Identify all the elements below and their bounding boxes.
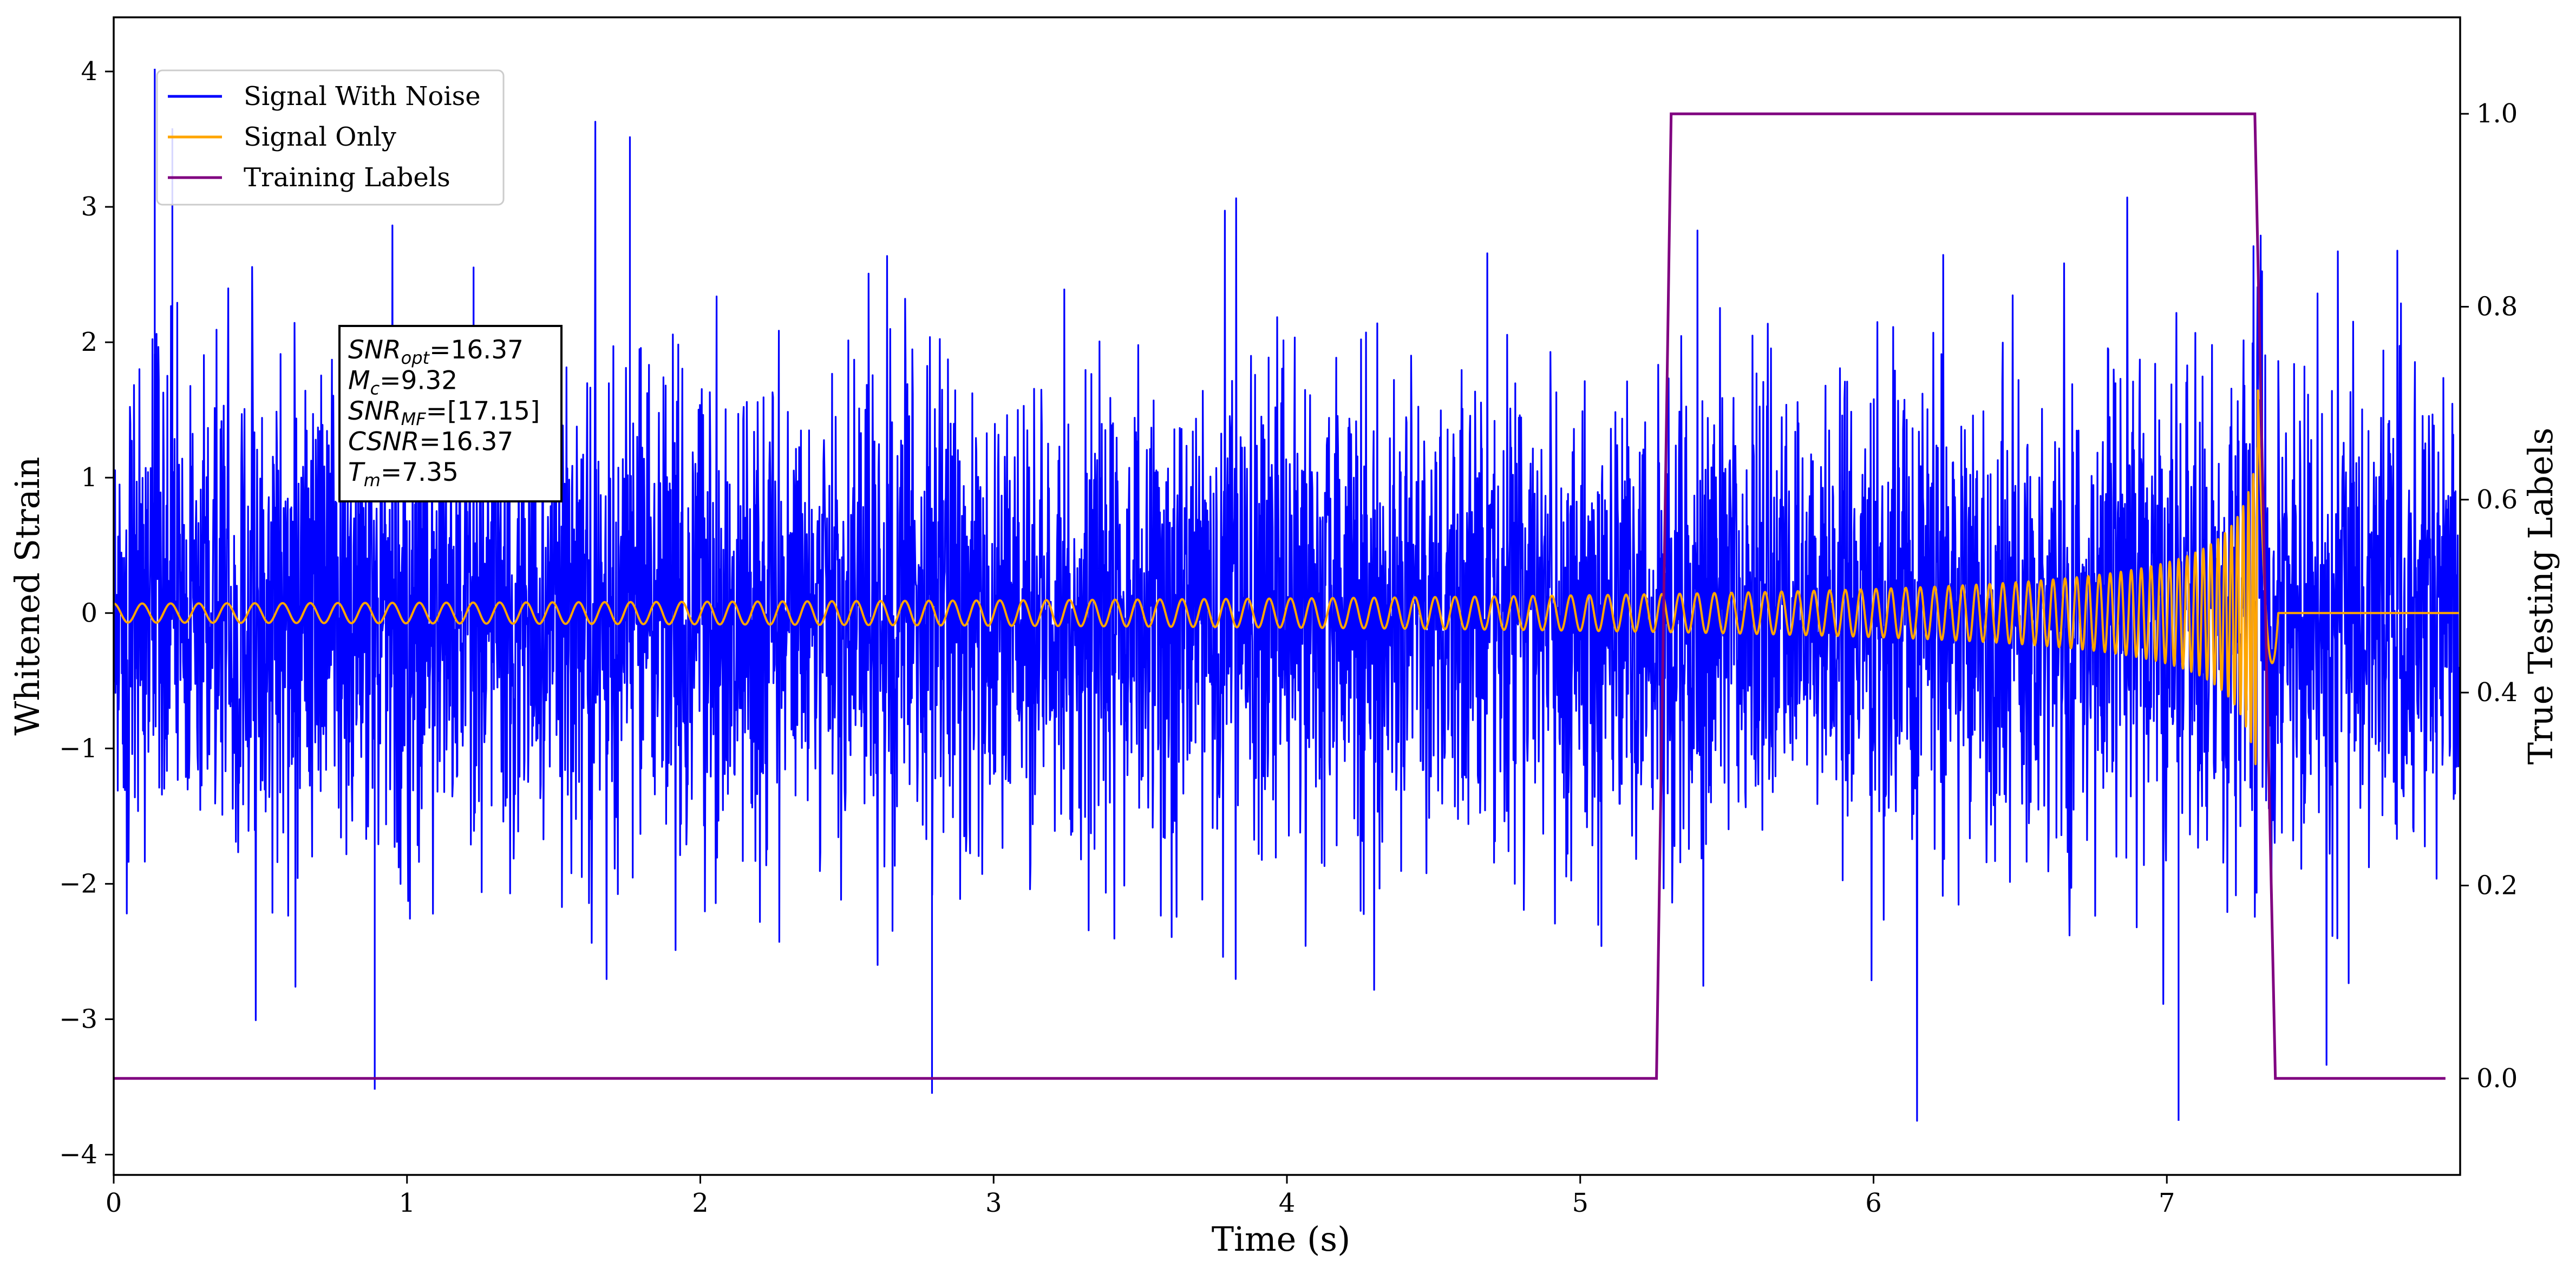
annotation-line: SNRopt=16.37 xyxy=(348,335,524,368)
x-tick-label: 3 xyxy=(985,1188,1002,1218)
y2-tick-label: 1.0 xyxy=(2476,99,2518,129)
y-tick-label: −4 xyxy=(59,1139,97,1170)
y2-tick-label: 0.2 xyxy=(2476,871,2518,901)
y2-tick-label: 0.4 xyxy=(2476,677,2518,708)
annotation-line: Mc=9.32 xyxy=(348,366,457,399)
series-training-labels xyxy=(114,112,2446,1080)
y2-tick-label: 0.8 xyxy=(2476,292,2518,322)
y2-axis-label: True Testing Labels xyxy=(2521,428,2560,765)
x-tick-label: 1 xyxy=(398,1188,415,1218)
annotation-subscript: MF xyxy=(401,409,427,429)
legend-box xyxy=(156,69,505,206)
series-signal-only xyxy=(114,389,2460,766)
annotation-symbol: SNR xyxy=(348,335,401,365)
y-axis-label: Whitened Strain xyxy=(8,457,47,736)
legend-label-signal-with-noise: Signal With Noise xyxy=(244,81,481,112)
y-axis-ticks: −4 −3 −2 −1 0 1 2 3 4 xyxy=(59,56,114,1170)
annotation-value: =16.37 xyxy=(429,335,524,365)
annotation-line: Tm=7.35 xyxy=(348,458,459,491)
annotation-symbol: T xyxy=(348,458,365,487)
annotation-symbol: CSNR xyxy=(348,427,419,457)
y-tick-label: 1 xyxy=(81,462,97,493)
y-tick-label: 3 xyxy=(81,192,97,222)
annotation-value: =7.35 xyxy=(381,458,459,487)
x-tick-label: 7 xyxy=(2159,1188,2175,1218)
annotation-subscript: c xyxy=(370,378,380,399)
x-tick-label: 4 xyxy=(1279,1188,1296,1218)
annotation-frame xyxy=(338,325,563,502)
y2-axis-ticks: 0.0 0.2 0.4 0.6 0.8 1.0 xyxy=(2460,99,2518,1094)
annotation-value: =9.32 xyxy=(380,366,457,396)
y-tick-label: −1 xyxy=(59,733,97,763)
y-tick-label: 2 xyxy=(81,327,97,357)
y-tick-label: 4 xyxy=(81,56,97,87)
y-tick-label: −3 xyxy=(59,1004,97,1034)
x-axis-ticks: 0 1 2 3 4 5 6 7 xyxy=(106,1175,2175,1218)
annotation-subscript: m xyxy=(364,470,381,491)
y2-tick-label: 0.0 xyxy=(2476,1063,2518,1094)
x-tick-label: 6 xyxy=(1865,1188,1882,1218)
annotation-value: =[17.15] xyxy=(426,396,540,426)
annotation-symbol: SNR xyxy=(348,396,401,426)
legend: Signal With Noise Signal Only Training L… xyxy=(156,69,505,206)
annotation-symbol: M xyxy=(348,366,370,396)
legend-label-signal-only: Signal Only xyxy=(244,122,396,152)
y2-tick-label: 0.6 xyxy=(2476,485,2518,515)
annotation-line: SNRMF=[17.15] xyxy=(348,396,540,429)
x-axis-label: Time (s) xyxy=(1212,1219,1351,1259)
y-tick-label: 0 xyxy=(81,598,97,628)
x-tick-label: 0 xyxy=(106,1188,122,1218)
x-tick-label: 5 xyxy=(1572,1188,1588,1218)
x-tick-label: 2 xyxy=(692,1188,709,1218)
legend-label-training-labels: Training Labels xyxy=(244,162,450,193)
annotation-box: SNRopt=16.37Mc=9.32SNRMF=[17.15]CSNR=16.… xyxy=(338,325,563,502)
annotation-subscript: opt xyxy=(401,348,430,368)
y-tick-label: −2 xyxy=(59,868,97,899)
annotation-line: CSNR=16.37 xyxy=(348,427,513,457)
annotation-value: =16.37 xyxy=(419,427,513,457)
